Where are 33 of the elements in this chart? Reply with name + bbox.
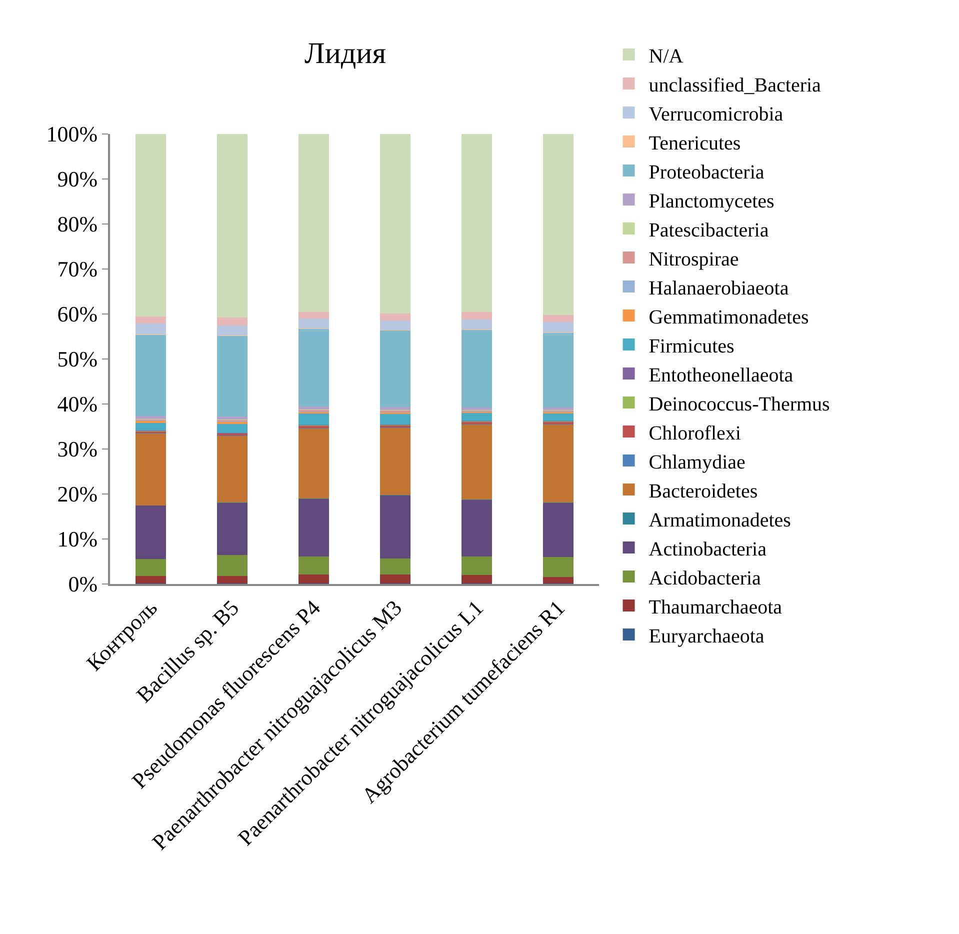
legend-label: unclassified_Bacteria [648, 74, 822, 96]
y-tick-label: 50% [57, 346, 98, 372]
legend-label: Bacteroidetes [648, 480, 758, 502]
legend-label: Chloroflexi [648, 422, 742, 444]
y-tick-label: 80% [57, 212, 98, 237]
y-tick-label: 0% [68, 572, 98, 597]
y-tick-label: 90% [57, 166, 98, 192]
legend-label: Entotheonellaeota [648, 364, 794, 386]
legend-label: Firmicutes [648, 335, 735, 358]
y-tick-label: 40% [57, 392, 98, 417]
legend-label: Euryarchaeota [648, 625, 764, 648]
legend-label: Nitrospirae [648, 248, 739, 270]
legend-label: Armatimonadetes [648, 509, 792, 532]
y-tick-label: 60% [57, 302, 98, 327]
y-tick-label: 30% [57, 436, 98, 462]
legend-label: Acidobacteria [648, 567, 762, 590]
legend-label: Proteobacteria [648, 161, 764, 184]
legend-label: Chlamydiae [648, 451, 746, 474]
legend-label: Tenericutes [648, 132, 741, 154]
y-tick-label: 100% [46, 122, 98, 147]
y-tick-label: 70% [57, 256, 98, 282]
legend-label: Verrucomicrobia [648, 103, 784, 126]
legend-label: Actinobacteria [648, 538, 767, 560]
y-tick-label: 10% [57, 526, 98, 552]
legend-label: Patescibacteria [648, 219, 769, 242]
legend-label: Deinococcus-Thermus [648, 393, 830, 416]
legend-label: Thaumarchaeota [648, 596, 782, 618]
chart-title: Лидия [304, 37, 386, 70]
legend-label: Halanaerobiaeota [648, 277, 789, 300]
y-tick-label: 20% [57, 482, 98, 507]
legend-label: Gemmatimonadetes [648, 306, 809, 328]
legend-label: Planctomycetes [648, 190, 775, 212]
legend-label: N/A [648, 45, 684, 68]
